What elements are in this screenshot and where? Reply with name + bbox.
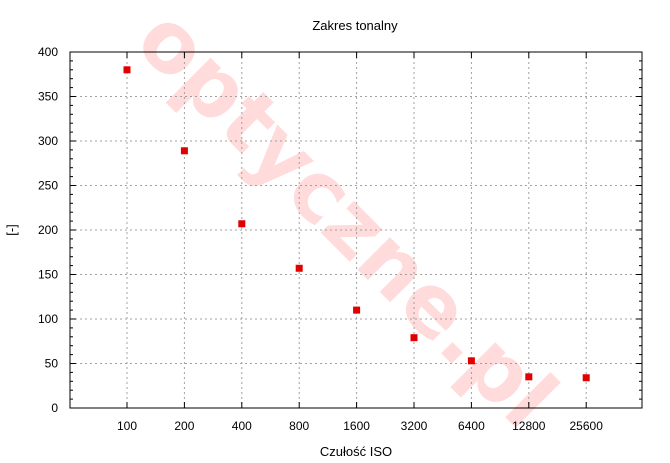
x-tick-label: 3200 <box>401 419 428 433</box>
y-tick-label: 50 <box>45 357 59 371</box>
y-axis: 0 50 100 150 200 250 300 350 400 <box>38 45 642 415</box>
y-tick-label: 400 <box>38 45 58 59</box>
y-axis-label: [-] <box>4 224 19 236</box>
y-tick-label: 200 <box>38 223 58 237</box>
data-point <box>525 373 533 381</box>
data-point <box>410 334 418 342</box>
data-point <box>295 264 303 272</box>
x-tick-label: 12800 <box>512 419 546 433</box>
watermark-text: optyczne.pl <box>118 0 576 447</box>
data-point <box>180 147 188 155</box>
x-tick-label: 1600 <box>343 419 370 433</box>
y-tick-label: 250 <box>38 179 58 193</box>
y-tick-label: 150 <box>38 268 58 282</box>
x-tick-label: 200 <box>174 419 194 433</box>
grid <box>70 52 642 408</box>
data-series <box>123 66 590 382</box>
x-tick-label: 800 <box>289 419 309 433</box>
y-tick-label: 0 <box>51 401 58 415</box>
y-tick-label: 100 <box>38 312 58 326</box>
x-tick-label: 100 <box>117 419 137 433</box>
data-point <box>582 374 590 382</box>
watermark: optyczne.pl <box>118 0 576 447</box>
x-tick-label: 6400 <box>458 419 485 433</box>
chart-title: Zakres tonalny <box>312 18 398 33</box>
x-axis-label: Czułość ISO <box>320 444 392 459</box>
x-axis: 100 200 400 800 1600 3200 6400 12800 25600 <box>117 52 603 433</box>
x-tick-label: 25600 <box>570 419 604 433</box>
y-tick-label: 350 <box>38 90 58 104</box>
x-tick-label: 400 <box>232 419 252 433</box>
data-point <box>353 306 361 314</box>
y-tick-label: 300 <box>38 134 58 148</box>
data-point <box>123 66 131 74</box>
data-point <box>467 357 475 365</box>
data-point <box>238 220 246 228</box>
